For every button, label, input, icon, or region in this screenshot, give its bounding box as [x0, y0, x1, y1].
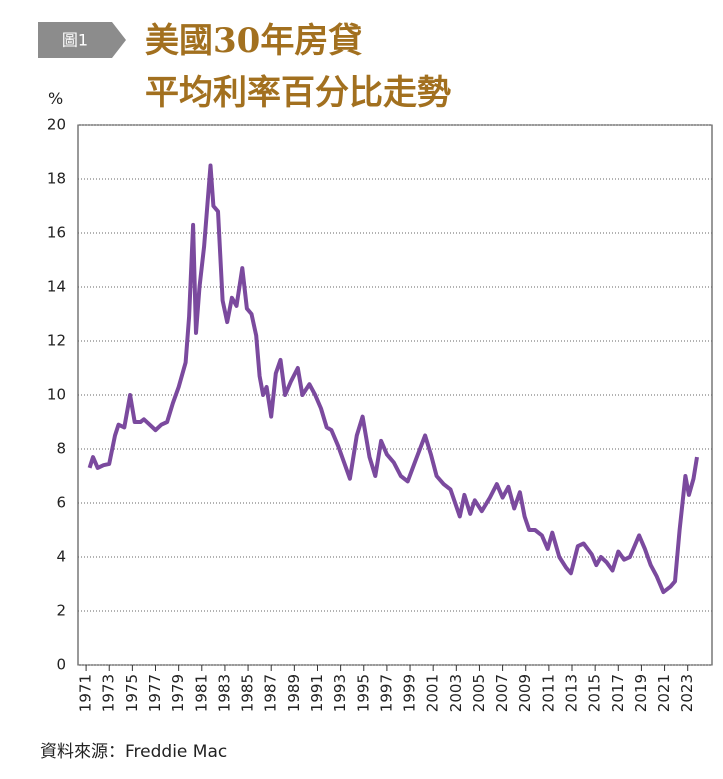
x-tick-label: 2013 [563, 674, 581, 712]
source: 資料來源：Freddie Mac [40, 742, 227, 762]
x-tick-label: 2023 [678, 674, 696, 712]
line [87, 163, 699, 595]
y-tick-label: 14 [47, 278, 66, 296]
badge-shape [38, 22, 126, 58]
x-tick-label: 2003 [447, 674, 465, 712]
x-tick-label: 2007 [493, 674, 511, 712]
x-tick-label: 1997 [377, 674, 395, 712]
x-tick-label: 1993 [331, 674, 349, 712]
x-tick-label: 1981 [192, 674, 210, 712]
badge: 圖1 [62, 31, 88, 50]
y-tick-label: 18 [47, 170, 66, 188]
x-tick-label: 2019 [632, 674, 650, 712]
y-tick-label: 8 [56, 440, 66, 458]
x-tick-label: 1985 [239, 674, 257, 712]
chart-title: 平均利率百分比走勢 [145, 73, 451, 113]
x-tick-label: 2009 [516, 674, 534, 712]
x-tick-label: 1973 [100, 674, 118, 712]
y-tick-label: 10 [47, 386, 66, 404]
x-tick-label: 2021 [655, 674, 673, 712]
x-tick-label: 2017 [609, 674, 627, 712]
y-tick-label: 2 [56, 602, 66, 620]
x-tick-label: 1979 [169, 674, 187, 712]
x-tick-label: 1999 [401, 674, 419, 712]
y-tick-label: 16 [47, 224, 66, 242]
y-tick-label: 4 [56, 548, 66, 566]
chart-title: 美國30年房貸 [145, 21, 362, 61]
y-tick-label: 12 [47, 332, 66, 350]
y-tick-label: 6 [56, 494, 66, 512]
x-tick-label: 2015 [586, 674, 604, 712]
x-tick-label: 1975 [123, 674, 141, 712]
y-tick-label: 0 [56, 656, 66, 674]
x-tick-label: 1989 [285, 674, 303, 712]
x-tick-label: 2011 [539, 674, 557, 712]
x-tick-label: 1987 [262, 674, 280, 712]
plot-frame [77, 124, 713, 666]
x-tick-label: 1991 [308, 674, 326, 712]
y-axis-label: % [48, 89, 63, 108]
x-tick-label: 1977 [146, 674, 164, 712]
x-tick-label: 1983 [215, 674, 233, 712]
x-tick-label: 2005 [470, 674, 488, 712]
x-tick-label: 1971 [77, 674, 95, 712]
x-tick-label: 1995 [354, 674, 372, 712]
y-tick-label: 20 [47, 116, 66, 134]
x-tick-label: 2001 [424, 674, 442, 712]
